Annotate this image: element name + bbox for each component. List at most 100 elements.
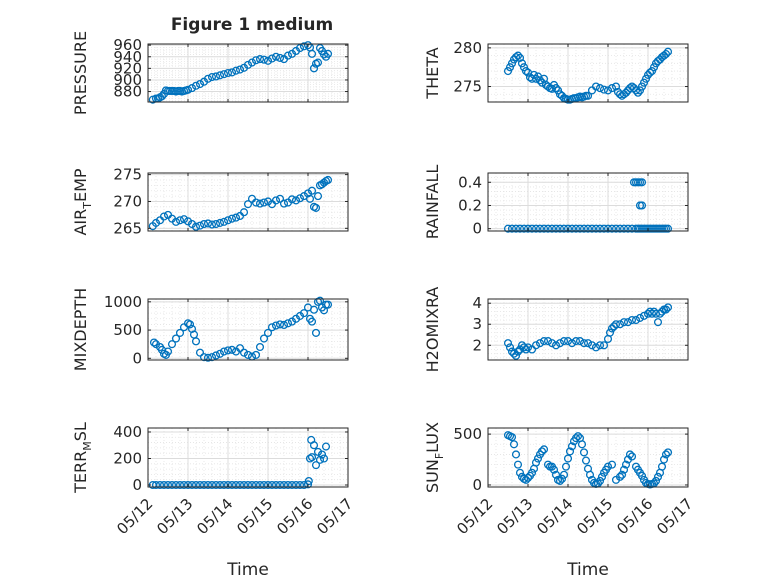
data-point	[639, 78, 649, 87]
data-point	[219, 217, 229, 226]
x-tick-label: 05/17	[313, 495, 356, 538]
data-point	[509, 349, 519, 358]
data-point	[191, 480, 201, 490]
data-point	[537, 447, 547, 456]
data-point	[271, 321, 281, 330]
data-point	[203, 480, 213, 490]
data-point	[275, 53, 285, 62]
data-point	[171, 334, 181, 343]
data-point	[175, 328, 185, 337]
data-point	[163, 210, 173, 219]
axes-box-3	[487, 172, 689, 232]
y-tick-label: 0	[132, 476, 142, 494]
data-point	[583, 339, 593, 348]
data-point	[287, 480, 297, 490]
x-tick-label: 05/16	[613, 495, 656, 538]
data-point	[615, 472, 625, 481]
data-point	[207, 353, 217, 362]
axes-box-0	[147, 43, 349, 103]
data-point	[231, 213, 241, 222]
data-point	[535, 224, 545, 233]
data-point	[303, 41, 313, 50]
data-point	[529, 70, 539, 79]
data-point	[313, 192, 323, 201]
data-point	[279, 480, 289, 490]
data-point	[223, 346, 233, 355]
data-point	[655, 309, 665, 318]
data-point	[191, 222, 201, 231]
data-point	[195, 79, 205, 89]
y-tick-label: 265	[113, 219, 142, 237]
data-point	[585, 470, 595, 479]
data-point	[631, 86, 641, 95]
data-point	[555, 339, 565, 348]
data-point	[507, 59, 517, 68]
data-point	[291, 480, 301, 490]
data-point	[163, 480, 173, 490]
data-point	[159, 212, 169, 221]
data-point	[515, 468, 525, 477]
data-point	[259, 198, 269, 207]
x-tick-label: 05/13	[153, 495, 196, 538]
y-tick-label: 940	[113, 48, 142, 66]
data-point	[303, 480, 313, 489]
data-point	[319, 178, 329, 187]
y-tick-label: 960	[113, 36, 142, 54]
data-point	[215, 480, 225, 490]
data-point	[307, 453, 317, 462]
data-point	[647, 309, 657, 318]
data-point	[505, 343, 515, 352]
data-point	[163, 347, 173, 356]
y-tick-label: 880	[113, 83, 142, 101]
data-point	[547, 224, 557, 233]
data-point	[191, 81, 201, 90]
data-point	[627, 315, 637, 325]
data-point	[319, 50, 329, 59]
y-axis-label-6: TERRMSL	[71, 422, 94, 494]
data-point	[551, 341, 561, 350]
data-point	[639, 311, 649, 320]
data-point	[663, 47, 673, 56]
data-point	[521, 67, 531, 76]
data-point	[631, 315, 641, 325]
data-point	[313, 447, 323, 456]
figure-title: Figure 1 medium	[171, 15, 333, 35]
data-point	[503, 224, 513, 233]
data-point	[611, 224, 621, 233]
data-point	[319, 454, 329, 463]
data-point	[307, 186, 317, 195]
data-point	[275, 194, 285, 203]
data-point	[623, 318, 633, 327]
data-point	[191, 337, 201, 346]
y-tick-label: 500	[113, 321, 142, 339]
x-axis-label: Time	[566, 560, 609, 580]
data-point	[651, 476, 661, 485]
data-point	[535, 76, 545, 85]
y-axis-label-1: THETA	[423, 47, 442, 99]
data-point	[235, 344, 245, 353]
data-point	[155, 480, 165, 490]
data-point	[267, 323, 277, 332]
y-tick-label: 3	[472, 315, 482, 333]
x-tick-label: 05/12	[453, 495, 496, 538]
data-point	[199, 219, 209, 229]
data-point	[239, 208, 249, 217]
data-point	[267, 54, 277, 63]
data-point	[183, 480, 193, 490]
data-point	[295, 44, 305, 53]
data-point	[515, 224, 525, 233]
data-point	[323, 49, 333, 58]
data-point	[591, 82, 601, 91]
data-point	[523, 343, 533, 352]
y-tick-label: 200	[113, 449, 142, 467]
data-point	[259, 55, 269, 64]
data-point	[195, 348, 205, 357]
data-point	[223, 216, 233, 225]
data-point	[649, 63, 659, 72]
data-point	[175, 480, 185, 490]
data-point	[185, 320, 195, 329]
data-point	[291, 196, 301, 205]
data-point	[617, 470, 627, 479]
data-point	[513, 347, 523, 356]
